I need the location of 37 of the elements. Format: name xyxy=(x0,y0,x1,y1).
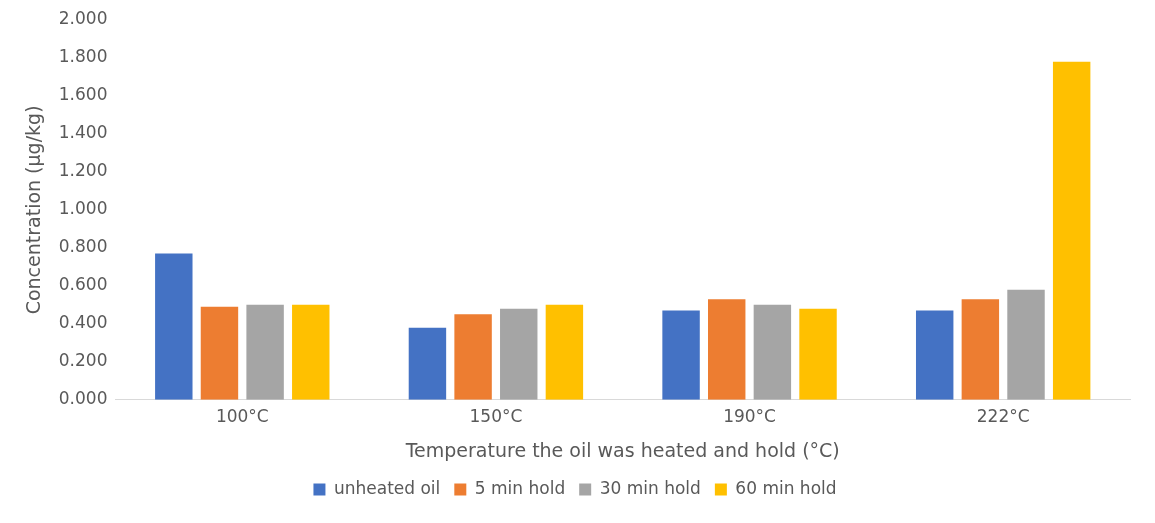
legend-label: 5 min hold xyxy=(474,477,566,498)
y-tick-label: 0.600 xyxy=(58,274,108,295)
bar xyxy=(500,308,538,400)
y-tick-label: 0.200 xyxy=(58,350,108,371)
legend-label: 30 min hold xyxy=(599,477,701,498)
bar xyxy=(915,310,954,400)
x-axis-title: Temperature the oil was heated and hold (°C) xyxy=(404,438,840,461)
legend-label: 60 min hold xyxy=(735,477,837,498)
y-tick-label: 2.000 xyxy=(58,8,108,29)
y-tick-label: 1.000 xyxy=(58,198,108,219)
x-tick-label: 222°C xyxy=(976,406,1030,427)
x-tick-label: 150°C xyxy=(469,406,523,427)
bar xyxy=(662,310,700,400)
bar xyxy=(292,304,330,400)
y-tick-label: 1.600 xyxy=(58,84,108,105)
x-tick-label: 100°C xyxy=(215,406,269,427)
y-axis-title: Concentration (µg/kg) xyxy=(22,105,45,315)
y-tick-label: 0.400 xyxy=(58,312,108,333)
bar xyxy=(799,308,837,400)
y-tick-label: 0.000 xyxy=(58,388,108,409)
bar xyxy=(1052,61,1091,400)
y-tick-label: 1.800 xyxy=(58,46,108,67)
bar xyxy=(200,306,239,400)
legend-label: unheated oil xyxy=(333,477,441,498)
bar xyxy=(545,304,584,400)
bar xyxy=(155,253,193,400)
bar xyxy=(1007,289,1045,400)
bar xyxy=(408,327,447,400)
bar xyxy=(246,304,284,400)
x-tick-label: 190°C xyxy=(723,406,776,427)
bar xyxy=(708,299,746,400)
y-tick-label: 1.400 xyxy=(58,122,108,143)
bar xyxy=(454,314,492,400)
bar xyxy=(753,304,792,400)
y-tick-label: 1.200 xyxy=(58,160,108,181)
bar xyxy=(961,299,1000,400)
y-tick-label: 0.800 xyxy=(58,236,108,257)
